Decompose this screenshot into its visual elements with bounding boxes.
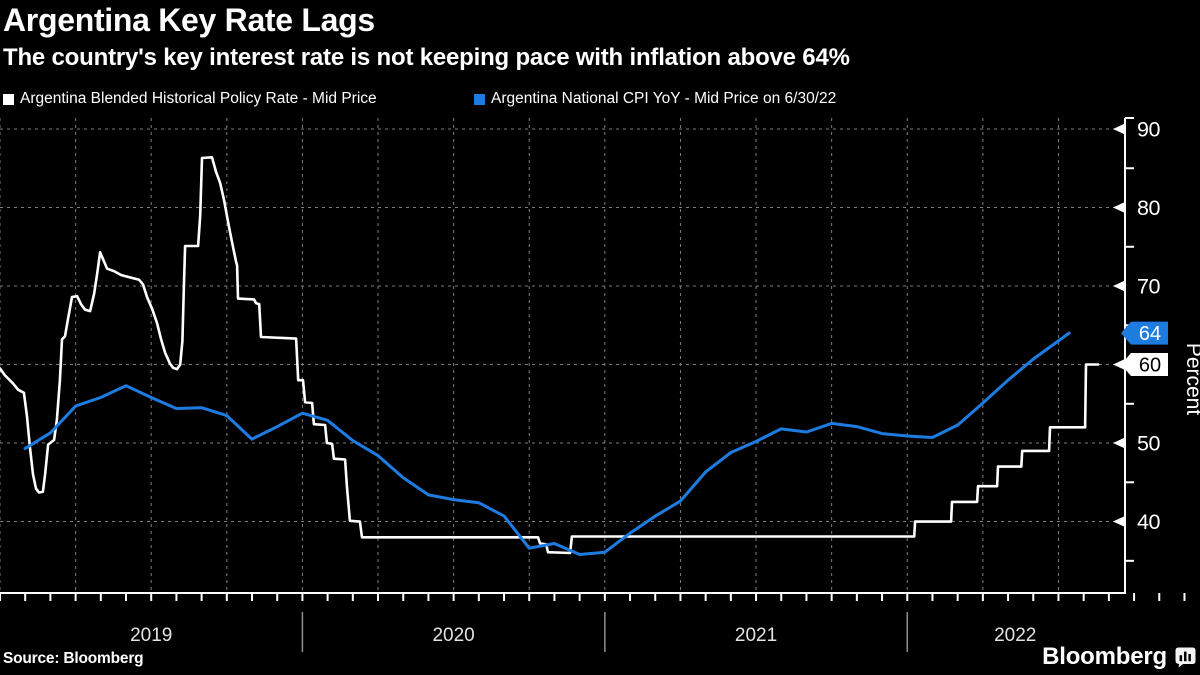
legend-label-policy-rate: Argentina Blended Historical Policy Rate… xyxy=(20,90,377,107)
source-credit: Source: Bloomberg xyxy=(3,650,144,667)
y-axis-tick-label: 50 xyxy=(1137,432,1160,456)
legend-label-cpi: Argentina National CPI YoY - Mid Price o… xyxy=(491,90,837,107)
y-axis-major-tick-arrow xyxy=(1113,280,1125,292)
legend-item-policy-rate: Argentina Blended Historical Policy Rate… xyxy=(3,90,377,108)
y-axis-tick-label: 70 xyxy=(1137,275,1160,299)
bloomberg-logo: Bloomberg xyxy=(1042,643,1196,671)
axis-frame xyxy=(0,118,1126,594)
x-axis-year-label: 2022 xyxy=(994,625,1036,646)
x-axis-year-label: 2021 xyxy=(735,625,777,646)
y-axis-major-tick-arrow xyxy=(1113,123,1125,135)
last-value-badge xyxy=(1121,321,1168,345)
last-value-badge-label: 60 xyxy=(1139,355,1161,377)
chart-subtitle: The country's key interest rate is not k… xyxy=(3,44,850,71)
bloomberg-chart-icon xyxy=(1175,647,1196,667)
y-axis-tick-label: 90 xyxy=(1137,117,1160,141)
x-axis-year-label: 2020 xyxy=(432,625,474,646)
cpi-line xyxy=(23,331,1071,556)
last-value-badge xyxy=(1121,353,1168,377)
y-axis-major-tick-arrow xyxy=(1113,437,1125,449)
y-axis-tick-label: 40 xyxy=(1137,510,1160,534)
y-axis-major-tick-arrow xyxy=(1113,202,1125,214)
y-axis-major-tick-arrow xyxy=(1113,516,1125,528)
cpi-swatch-icon xyxy=(474,93,485,105)
y-axis-major-tick-arrow xyxy=(1113,359,1125,371)
y-axis-tick-label: 80 xyxy=(1137,196,1160,220)
x-axis-year-label: 2019 xyxy=(130,625,172,646)
policy-rate-swatch-icon xyxy=(3,93,14,105)
y-axis-title: Percent xyxy=(1182,343,1200,416)
last-value-badge-label: 64 xyxy=(1139,323,1161,345)
bloomberg-wordmark: Bloomberg xyxy=(1042,643,1167,670)
chart-title: Argentina Key Rate Lags xyxy=(3,2,375,38)
policy-rate-line xyxy=(0,156,1100,555)
legend-item-cpi: Argentina National CPI YoY - Mid Price o… xyxy=(474,90,836,108)
